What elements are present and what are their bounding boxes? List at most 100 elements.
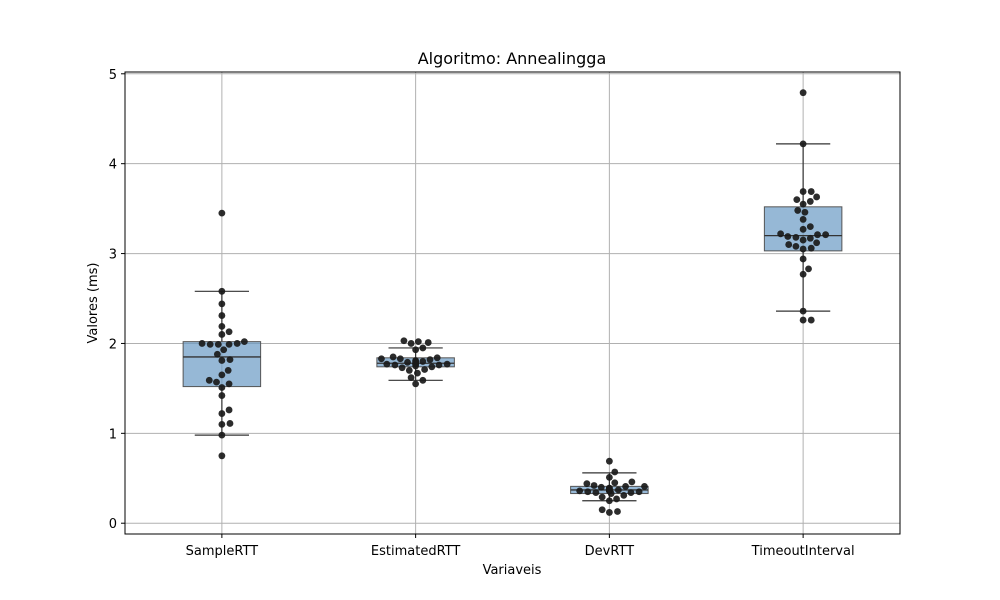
data-point — [213, 378, 220, 386]
data-point — [792, 242, 800, 250]
data-point — [225, 380, 233, 388]
data-point — [597, 483, 605, 491]
data-point — [414, 338, 422, 346]
data-point — [421, 366, 429, 373]
data-point — [218, 322, 226, 330]
data-point — [412, 346, 420, 354]
data-point — [218, 420, 226, 428]
data-point — [627, 489, 635, 497]
data-point — [813, 239, 821, 247]
data-point — [233, 340, 241, 347]
data-point — [805, 265, 812, 273]
data-point — [206, 340, 214, 348]
data-point — [428, 363, 436, 371]
data-point — [218, 431, 226, 439]
x-tick-label: EstimatedRTT — [371, 544, 460, 559]
data-point — [799, 140, 807, 148]
data-point — [218, 371, 226, 379]
data-point — [407, 374, 415, 382]
data-point — [784, 233, 792, 240]
data-point — [419, 376, 427, 384]
data-point — [799, 188, 807, 195]
data-point — [620, 491, 628, 499]
data-point — [628, 478, 636, 486]
data-point — [799, 200, 807, 208]
chart-title: Algoritmo: Annealingga — [418, 49, 607, 68]
data-point — [226, 420, 234, 427]
data-point — [218, 300, 226, 308]
data-point — [396, 355, 404, 363]
data-point — [806, 234, 814, 242]
data-point — [605, 473, 613, 481]
data-point — [400, 337, 408, 345]
data-point — [389, 353, 397, 361]
data-point — [799, 316, 807, 324]
data-point — [807, 188, 815, 195]
data-point — [777, 230, 785, 238]
data-point — [799, 216, 807, 223]
data-point — [225, 340, 233, 348]
swarm-SampleRTT — [198, 209, 248, 460]
data-point — [592, 489, 600, 497]
data-point — [378, 355, 385, 363]
y-tick-label: 4 — [109, 158, 117, 173]
data-point — [584, 488, 592, 496]
data-point — [433, 354, 441, 362]
data-point — [622, 482, 629, 490]
data-point — [605, 509, 613, 516]
data-point — [799, 307, 807, 315]
data-point — [605, 457, 613, 465]
data-point — [391, 361, 399, 369]
data-point — [576, 487, 584, 495]
data-point — [225, 406, 233, 414]
y-axis-label: Valores (ms) — [86, 263, 101, 344]
swarm-EstimatedRTT — [378, 337, 451, 388]
data-point — [814, 231, 821, 239]
data-point — [240, 338, 248, 346]
data-point — [590, 482, 598, 489]
y-tick-label: 3 — [109, 248, 117, 263]
data-point — [213, 350, 221, 358]
data-point — [792, 233, 800, 241]
axis-ticks: 0 1 2 3 4 5 SampleRTT EstimatedRTT DevRTT Timeout… — [109, 68, 855, 559]
data-point — [424, 339, 432, 346]
data-point — [398, 364, 406, 372]
data-point — [611, 479, 619, 487]
data-point — [807, 316, 815, 324]
data-point — [220, 346, 228, 354]
y-tick-label: 2 — [109, 337, 117, 352]
data-point — [218, 452, 226, 460]
data-point — [822, 231, 830, 239]
data-point — [218, 392, 226, 399]
data-point — [383, 360, 391, 368]
data-point — [419, 344, 427, 352]
data-point — [598, 506, 606, 514]
data-point — [218, 410, 226, 417]
data-point — [605, 497, 613, 505]
data-point — [426, 356, 434, 364]
data-point — [407, 340, 415, 347]
swarm-TimeoutInterval — [777, 89, 830, 324]
data-point — [214, 340, 222, 348]
data-point — [801, 208, 809, 216]
data-point — [794, 207, 802, 214]
data-point — [583, 480, 591, 488]
x-axis-label: Variaveis — [483, 563, 542, 578]
data-point — [226, 356, 234, 364]
data-point — [218, 384, 226, 391]
data-point — [799, 225, 807, 233]
data-point — [598, 493, 606, 501]
data-point — [225, 328, 233, 336]
data-point — [218, 287, 226, 295]
data-points — [198, 89, 830, 516]
data-point — [419, 358, 427, 365]
data-point — [799, 245, 807, 253]
data-point — [799, 270, 807, 278]
data-point — [641, 482, 648, 490]
data-point — [785, 241, 793, 248]
data-point — [218, 209, 226, 217]
data-point — [414, 369, 421, 377]
data-point — [611, 468, 619, 476]
x-tick-label: TimeoutInterval — [751, 544, 855, 559]
